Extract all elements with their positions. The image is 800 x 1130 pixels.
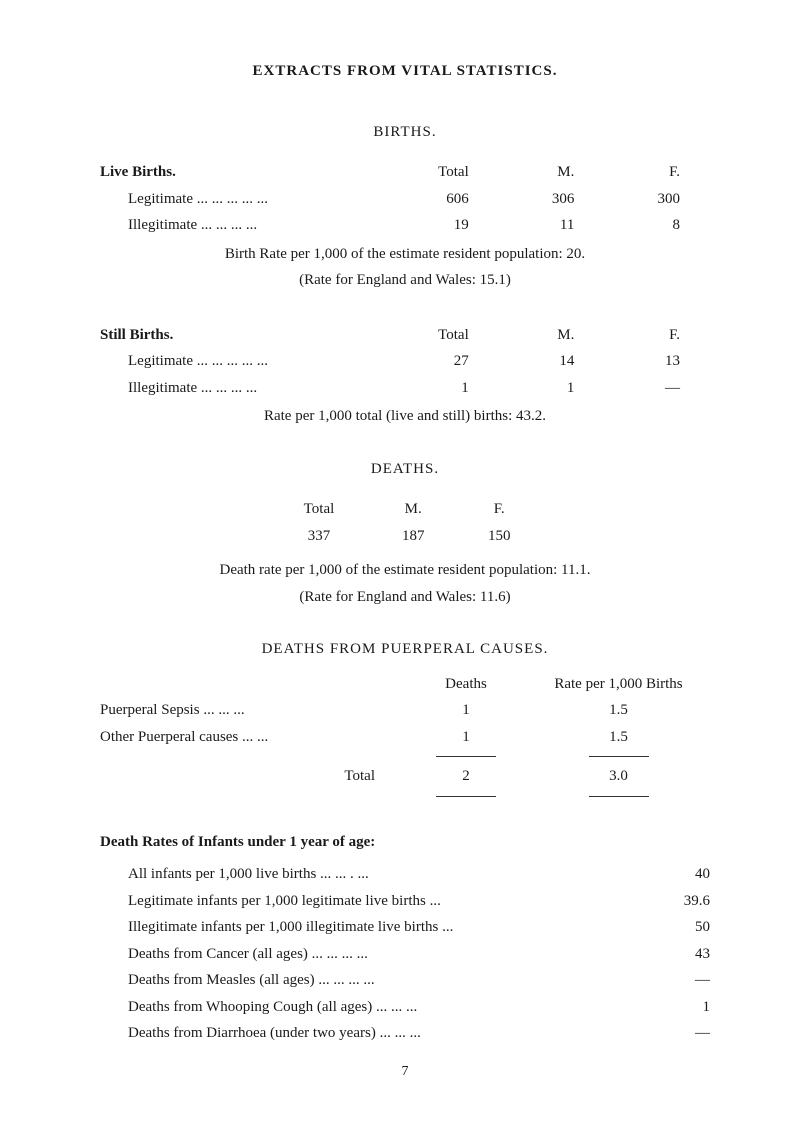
item-label: Deaths from Whooping Cough (all ages) ..… — [128, 996, 417, 1019]
item-label: Deaths from Cancer (all ages) ... ... ..… — [128, 943, 368, 966]
row-label: Illegitimate ... ... ... ... — [100, 212, 393, 239]
cell: 19 — [393, 212, 499, 239]
list-item: Deaths from Cancer (all ages) ... ... ..… — [128, 941, 710, 968]
table-row: Legitimate ... ... ... ... ... 606 306 3… — [100, 186, 710, 213]
cell: 150 — [456, 523, 542, 550]
table-row: Illegitimate ... ... ... ... 1 1 — — [100, 375, 710, 402]
row-label: Other Puerperal causes ... ... — [100, 724, 405, 751]
cell: 13 — [604, 348, 710, 375]
item-value: 40 — [660, 863, 710, 886]
col-rate: Rate per 1,000 Births — [527, 671, 710, 698]
rule — [436, 796, 496, 797]
cell: 27 — [393, 348, 499, 375]
still-births-table: Still Births. Total M. F. Legitimate ...… — [100, 322, 710, 402]
item-label: Legitimate infants per 1,000 legitimate … — [128, 890, 441, 913]
page-title: EXTRACTS FROM VITAL STATISTICS. — [100, 60, 710, 83]
deaths-heading: DEATHS. — [100, 458, 710, 481]
item-label: Deaths from Measles (all ages) ... ... .… — [128, 969, 375, 992]
col-m: M. — [499, 159, 605, 186]
col-m: M. — [370, 496, 456, 523]
item-value: 43 — [660, 943, 710, 966]
row-label: Legitimate ... ... ... ... ... — [100, 348, 393, 375]
table-row: Illegitimate ... ... ... ... 19 11 8 — [100, 212, 710, 239]
rule — [589, 796, 649, 797]
item-value: — — [660, 1022, 710, 1045]
cell: 306 — [499, 186, 605, 213]
page-number: 7 — [100, 1061, 710, 1082]
list-item: Legitimate infants per 1,000 legitimate … — [128, 888, 710, 915]
table-row: Other Puerperal causes ... ... 1 1.5 — [100, 724, 710, 751]
cell: 606 — [393, 186, 499, 213]
list-item: Deaths from Measles (all ages) ... ... .… — [128, 967, 710, 994]
list-item: Deaths from Whooping Cough (all ages) ..… — [128, 994, 710, 1021]
cell: 11 — [499, 212, 605, 239]
cell: 1 — [405, 697, 527, 724]
cell: 1.5 — [527, 724, 710, 751]
cell: 300 — [604, 186, 710, 213]
still-births-label: Still Births. — [100, 322, 393, 349]
births-heading: BIRTHS. — [100, 121, 710, 144]
table-row: Puerperal Sepsis ... ... ... 1 1.5 — [100, 697, 710, 724]
puerperal-table: Deaths Rate per 1,000 Births Puerperal S… — [100, 671, 710, 803]
births-note2: (Rate for England and Wales: 15.1) — [100, 269, 710, 292]
item-label: Illegitimate infants per 1,000 illegitim… — [128, 916, 453, 939]
live-births-table: Live Births. Total M. F. Legitimate ... … — [100, 159, 710, 239]
table-row: Total 2 3.0 — [100, 763, 710, 790]
row-label: Legitimate ... ... ... ... ... — [100, 186, 393, 213]
col-total: Total — [268, 496, 370, 523]
infant-list: All infants per 1,000 live births ... ..… — [100, 861, 710, 1047]
col-f: F. — [604, 159, 710, 186]
list-item: Deaths from Diarrhoea (under two years) … — [128, 1020, 710, 1047]
col-m: M. — [499, 322, 605, 349]
deaths-table: Total M. F. 337 187 150 — [268, 496, 543, 549]
deaths-note2: (Rate for England and Wales: 11.6) — [100, 586, 710, 609]
item-label: Deaths from Diarrhoea (under two years) … — [128, 1022, 421, 1045]
table-row: 337 187 150 — [268, 523, 543, 550]
total-label: Total — [100, 763, 405, 790]
cell: 1 — [499, 375, 605, 402]
cell: 2 — [405, 763, 527, 790]
cell: 3.0 — [527, 763, 710, 790]
col-total: Total — [393, 322, 499, 349]
item-label: All infants per 1,000 live births ... ..… — [128, 863, 369, 886]
item-value: — — [660, 969, 710, 992]
cell: 1 — [405, 724, 527, 751]
cell: 187 — [370, 523, 456, 550]
col-f: F. — [456, 496, 542, 523]
cell: 1.5 — [527, 697, 710, 724]
rule — [436, 756, 496, 757]
list-item: Illegitimate infants per 1,000 illegitim… — [128, 914, 710, 941]
item-value: 39.6 — [660, 890, 710, 913]
col-deaths: Deaths — [405, 671, 527, 698]
still-note: Rate per 1,000 total (live and still) bi… — [100, 405, 710, 428]
table-row: Legitimate ... ... ... ... ... 27 14 13 — [100, 348, 710, 375]
cell: 14 — [499, 348, 605, 375]
col-f: F. — [604, 322, 710, 349]
row-label: Puerperal Sepsis ... ... ... — [100, 697, 405, 724]
item-value: 50 — [660, 916, 710, 939]
deaths-note1: Death rate per 1,000 of the estimate res… — [100, 559, 710, 582]
live-births-label: Live Births. — [100, 159, 393, 186]
cell: 8 — [604, 212, 710, 239]
col-total: Total — [393, 159, 499, 186]
births-note1: Birth Rate per 1,000 of the estimate res… — [100, 243, 710, 266]
list-item: All infants per 1,000 live births ... ..… — [128, 861, 710, 888]
rule — [589, 756, 649, 757]
cell: 337 — [268, 523, 370, 550]
infant-heading: Death Rates of Infants under 1 year of a… — [100, 831, 710, 854]
cell: 1 — [393, 375, 499, 402]
cell: — — [604, 375, 710, 402]
item-value: 1 — [660, 996, 710, 1019]
puerperal-heading: DEATHS FROM PUERPERAL CAUSES. — [100, 638, 710, 661]
row-label: Illegitimate ... ... ... ... — [100, 375, 393, 402]
